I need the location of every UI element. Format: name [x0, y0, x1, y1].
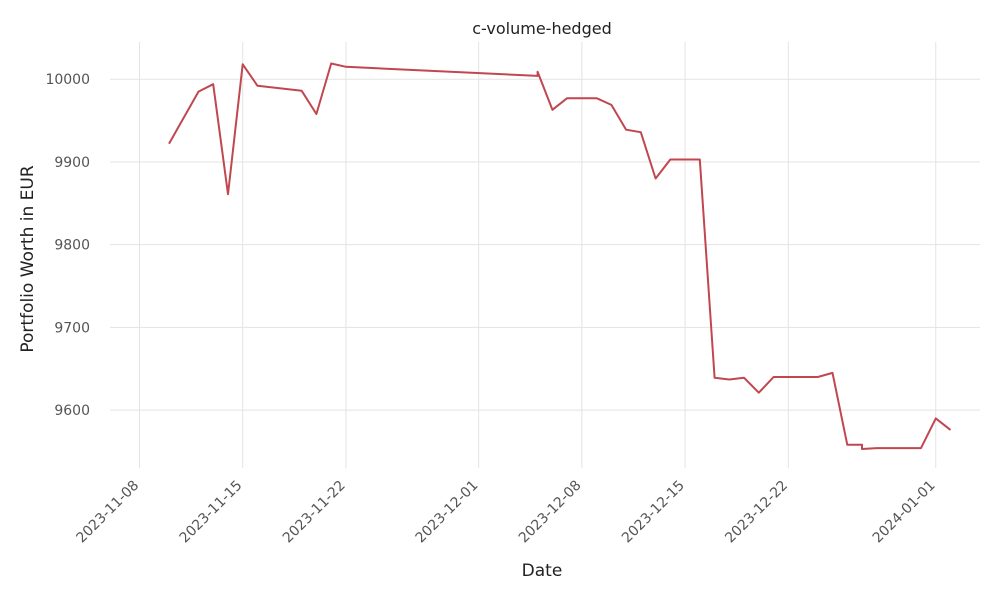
y-tick-label: 9900 — [54, 155, 90, 171]
x-tick-label: 2023-11-22 — [280, 478, 349, 547]
series-line — [168, 62, 952, 450]
x-axis-title: Date — [522, 561, 563, 581]
y-tick-label: 9600 — [54, 403, 90, 419]
x-axis-ticks: 2023-11-08 2023-11-15 2023-11-22 2023-12-01… — [73, 478, 938, 547]
y-axis-ticks: 9600 9700 9800 9900 10000 — [45, 72, 90, 419]
x-tick-label: 2023-12-15 — [619, 478, 688, 547]
y-tick-label: 9700 — [54, 320, 90, 336]
grid — [110, 42, 980, 468]
x-tick-label: 2023-12-22 — [722, 478, 791, 547]
x-tick-label: 2023-12-01 — [413, 478, 482, 547]
x-tick-label: 2023-12-08 — [516, 478, 585, 547]
y-axis-title: Portfolio Worth in EUR — [18, 165, 38, 352]
x-tick-label: 2023-11-08 — [73, 478, 142, 547]
x-tick-label: 2024-01-01 — [870, 478, 939, 547]
y-tick-label: 10000 — [45, 72, 90, 88]
chart-title: c-volume-hedged — [472, 19, 611, 38]
series-layer — [168, 62, 952, 450]
y-tick-label: 9800 — [54, 238, 90, 254]
x-tick-label: 2023-11-15 — [177, 478, 246, 547]
